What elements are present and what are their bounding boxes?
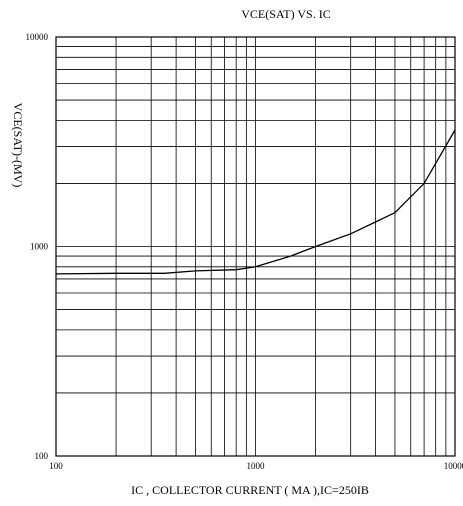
grid	[55, 37, 455, 457]
y-tick-label: 100	[35, 451, 49, 461]
x-tick-label: 100	[49, 461, 63, 471]
chart-title: VCE(SAT) VS. IC	[241, 7, 330, 21]
x-tick-label: 1000	[247, 461, 266, 471]
series-line	[55, 129, 456, 275]
y-tick-label: 1000	[30, 242, 49, 252]
x-axis-label: IC , COLLECTOR CURRENT ( MA ),IC=250IB	[131, 483, 369, 497]
y-tick-label: 10000	[26, 32, 49, 42]
y-axis-label: VCE(SAT)-(MV)	[11, 103, 25, 188]
plot-frame	[55, 36, 456, 457]
tick-labels: 100 1000 10000 100 1000 10000	[26, 32, 463, 471]
x-tick-label: 10000	[444, 461, 463, 471]
